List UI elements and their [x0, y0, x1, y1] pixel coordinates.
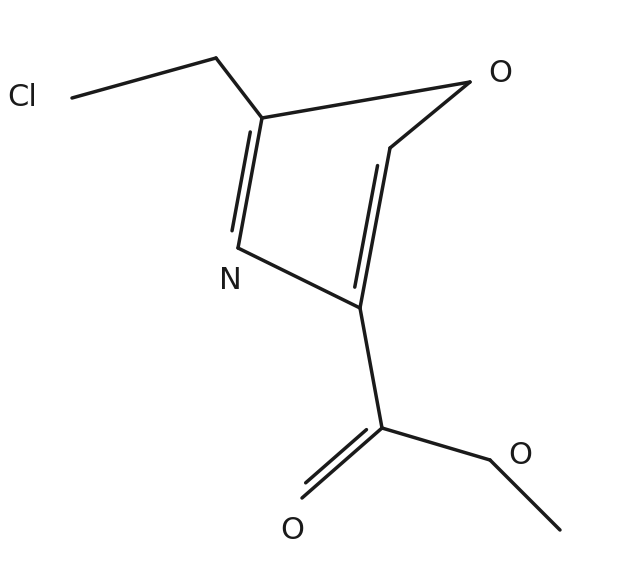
- Text: N: N: [219, 266, 241, 295]
- Text: O: O: [280, 516, 304, 545]
- Text: Cl: Cl: [7, 83, 37, 112]
- Text: O: O: [508, 441, 532, 469]
- Text: O: O: [488, 60, 512, 88]
